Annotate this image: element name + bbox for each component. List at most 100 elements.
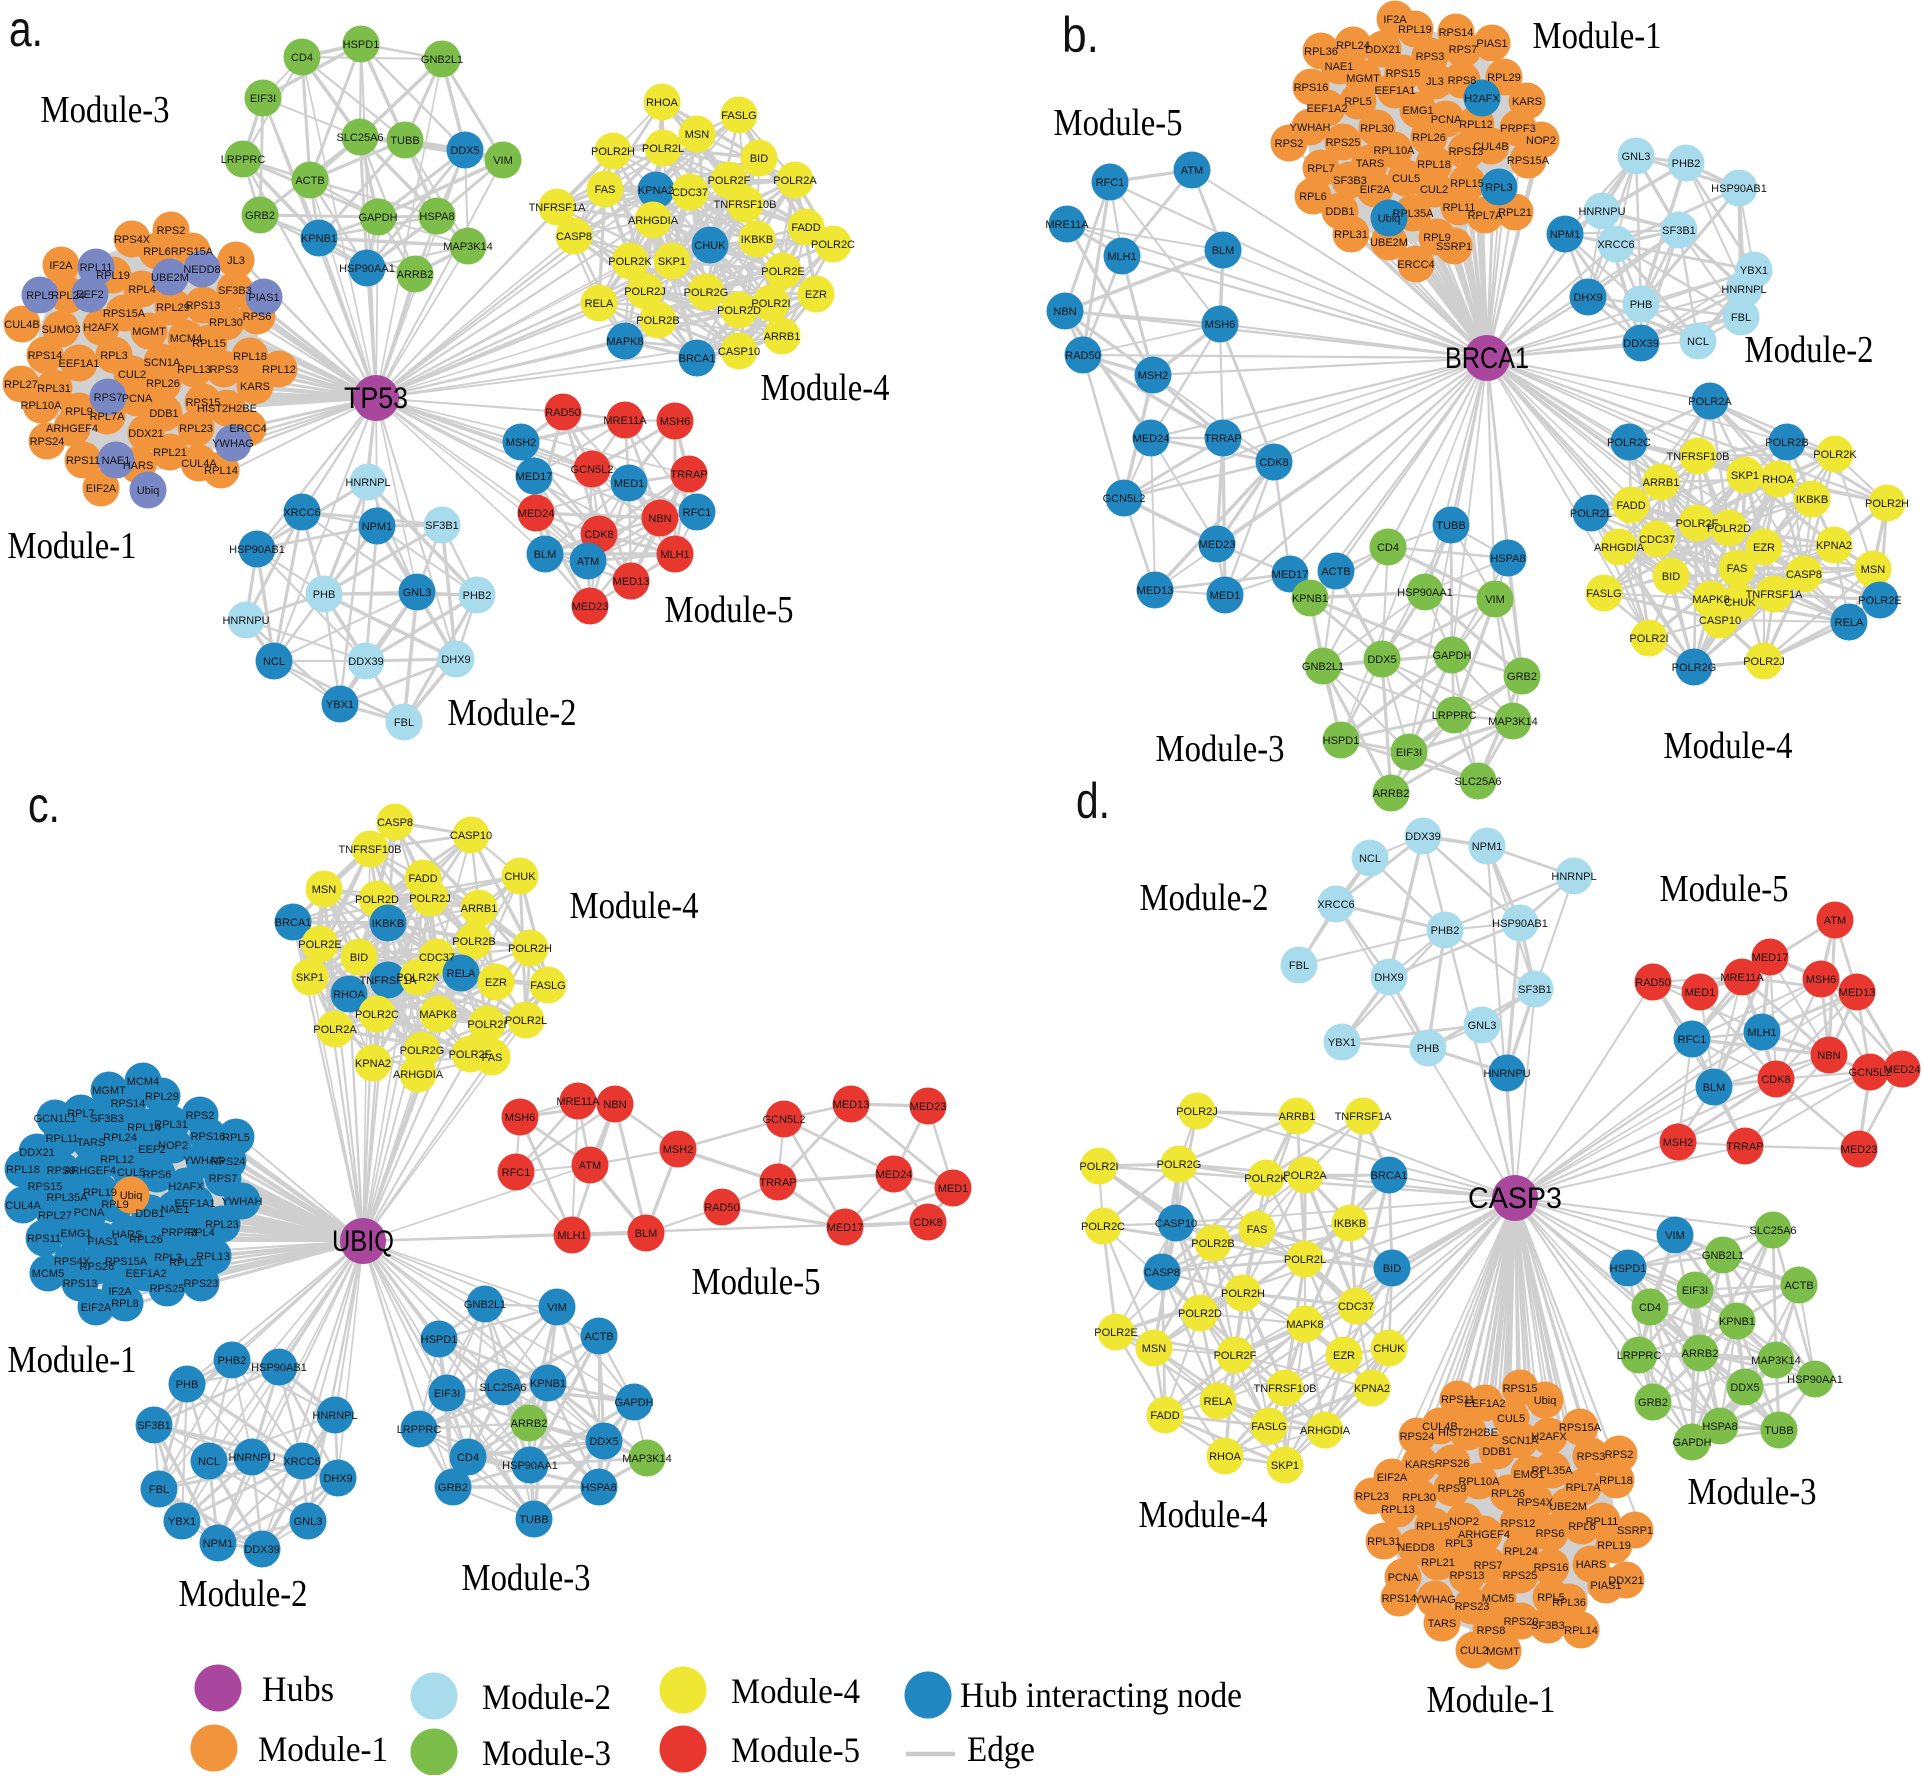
svg-text:RPL29: RPL29 — [156, 302, 190, 314]
svg-text:PHB: PHB — [1417, 1043, 1440, 1055]
svg-text:PHB2: PHB2 — [218, 1355, 247, 1367]
svg-text:TUBB: TUBB — [1764, 1425, 1793, 1437]
svg-text:TUBB: TUBB — [1436, 520, 1465, 532]
svg-text:HSPD1: HSPD1 — [1610, 1263, 1647, 1275]
svg-text:Module-1: Module-1 — [8, 1339, 137, 1381]
svg-text:GAPDH: GAPDH — [614, 1397, 653, 1409]
svg-text:MSH2: MSH2 — [663, 1144, 694, 1156]
svg-text:GNL3: GNL3 — [403, 587, 432, 599]
svg-text:RPS15A: RPS15A — [1559, 1422, 1602, 1434]
svg-text:YWHAH: YWHAH — [222, 1196, 263, 1208]
svg-text:DHX9: DHX9 — [1374, 972, 1403, 984]
svg-text:MSN: MSN — [685, 129, 710, 141]
svg-text:RPL24: RPL24 — [51, 290, 85, 302]
svg-text:ARRB1: ARRB1 — [1643, 477, 1680, 489]
svg-text:FASLG: FASLG — [1586, 588, 1621, 600]
svg-text:KPNA2: KPNA2 — [355, 1058, 391, 1070]
svg-text:RPS20: RPS20 — [1504, 1616, 1539, 1628]
svg-text:CDC37: CDC37 — [419, 952, 455, 964]
svg-text:POLR2K: POLR2K — [608, 256, 652, 268]
svg-text:BRCA1: BRCA1 — [1445, 342, 1529, 375]
svg-text:EEF1A2: EEF1A2 — [126, 1268, 167, 1280]
svg-text:RPS15: RPS15 — [28, 1181, 63, 1193]
svg-text:HNRNPU: HNRNPU — [1483, 1068, 1530, 1080]
svg-text:RPS15: RPS15 — [186, 397, 221, 409]
svg-text:MCM4: MCM4 — [170, 333, 202, 345]
svg-text:PRPF3: PRPF3 — [1500, 123, 1535, 135]
svg-text:ARRB2: ARRB2 — [1682, 1348, 1719, 1360]
svg-text:MCM5: MCM5 — [32, 1268, 64, 1280]
svg-text:TP53: TP53 — [344, 382, 408, 415]
svg-text:H2AFX: H2AFX — [168, 1181, 204, 1193]
svg-text:HIST2H2BE: HIST2H2BE — [1438, 1427, 1498, 1439]
svg-text:CDC37: CDC37 — [1338, 1301, 1374, 1313]
svg-text:SCN1A: SCN1A — [1502, 1435, 1539, 1447]
svg-text:NPM1: NPM1 — [1472, 841, 1503, 853]
svg-text:RPL24: RPL24 — [103, 1132, 137, 1144]
svg-text:MED17: MED17 — [1272, 569, 1309, 581]
svg-text:Module-2: Module-2 — [482, 1677, 611, 1717]
svg-text:MSN: MSN — [1861, 564, 1886, 576]
svg-text:Ubiq: Ubiq — [1534, 1395, 1557, 1407]
svg-text:ARRB2: ARRB2 — [397, 269, 434, 281]
svg-text:POLR2E: POLR2E — [1858, 595, 1901, 607]
svg-text:RPS4X: RPS4X — [114, 234, 151, 246]
svg-text:EZR: EZR — [805, 289, 827, 301]
svg-text:SLC25A6: SLC25A6 — [479, 1382, 526, 1394]
svg-text:RPL7A: RPL7A — [1468, 210, 1504, 222]
svg-text:HNRNPU: HNRNPU — [228, 1452, 275, 1464]
svg-text:MSH6: MSH6 — [1205, 319, 1236, 331]
svg-text:XRCC6: XRCC6 — [283, 1456, 320, 1468]
svg-text:CASP3: CASP3 — [1468, 1182, 1562, 1215]
svg-text:Module-3: Module-3 — [482, 1733, 611, 1773]
svg-text:RPS11: RPS11 — [1441, 1394, 1475, 1406]
svg-text:RPS23: RPS23 — [184, 1278, 219, 1290]
svg-text:DDB1: DDB1 — [1482, 1446, 1511, 1458]
svg-text:POLR2F: POLR2F — [1676, 518, 1719, 530]
svg-text:Module-3: Module-3 — [1156, 728, 1285, 770]
svg-text:KPNA2: KPNA2 — [638, 185, 674, 197]
svg-text:GCN1L1: GCN1L1 — [34, 1113, 77, 1125]
svg-text:CUL5: CUL5 — [117, 1167, 145, 1179]
svg-text:PIAS1: PIAS1 — [1476, 38, 1507, 50]
svg-text:MAP3K14: MAP3K14 — [622, 1453, 672, 1465]
svg-text:CASP8: CASP8 — [556, 231, 592, 243]
svg-text:RPL11: RPL11 — [46, 1133, 79, 1145]
svg-text:Module-5: Module-5 — [731, 1730, 860, 1770]
svg-text:RPL15: RPL15 — [1450, 178, 1484, 190]
svg-text:GNB2L1: GNB2L1 — [1302, 661, 1344, 673]
svg-text:EIF2A: EIF2A — [81, 1302, 112, 1314]
svg-text:NOP2: NOP2 — [1449, 1516, 1479, 1528]
svg-text:RPL4: RPL4 — [187, 1227, 215, 1239]
svg-text:EEF1A1: EEF1A1 — [59, 358, 100, 370]
svg-text:HSPD1: HSPD1 — [421, 1334, 458, 1346]
svg-text:BRCA1: BRCA1 — [1371, 1170, 1408, 1182]
svg-text:RPS9: RPS9 — [1438, 1483, 1467, 1495]
svg-text:Module-1: Module-1 — [258, 1729, 388, 1769]
svg-text:IF2A: IF2A — [49, 260, 73, 272]
svg-text:MED13: MED13 — [613, 576, 650, 588]
svg-text:POLR2J: POLR2J — [1743, 656, 1785, 668]
svg-text:ARRB2: ARRB2 — [511, 1418, 548, 1430]
svg-text:POLR2E: POLR2E — [1094, 1327, 1137, 1339]
svg-text:RPS2: RPS2 — [186, 1110, 215, 1122]
svg-text:a.: a. — [9, 1, 43, 57]
svg-text:EEF1A1: EEF1A1 — [1375, 85, 1416, 97]
svg-text:NAE1: NAE1 — [1325, 61, 1354, 73]
svg-text:TARS: TARS — [1356, 158, 1385, 170]
svg-text:EMG1: EMG1 — [1513, 1469, 1544, 1481]
svg-text:POLR2B: POLR2B — [452, 936, 495, 948]
svg-text:GRB2: GRB2 — [1638, 1397, 1668, 1409]
svg-text:CASP10: CASP10 — [1699, 615, 1741, 627]
svg-text:MED1: MED1 — [1210, 590, 1241, 602]
svg-text:GNL3: GNL3 — [1622, 151, 1651, 163]
svg-text:RPS9: RPS9 — [47, 1165, 76, 1177]
svg-text:RPL23: RPL23 — [179, 423, 213, 435]
svg-text:HNRNPL: HNRNPL — [1551, 871, 1596, 883]
svg-text:CDK8: CDK8 — [913, 1217, 942, 1229]
svg-text:RPS3: RPS3 — [1416, 51, 1445, 63]
svg-text:Module-2: Module-2 — [1745, 329, 1874, 371]
svg-text:RPL6: RPL6 — [1568, 1521, 1596, 1533]
svg-text:POLR2F: POLR2F — [449, 1049, 492, 1061]
svg-text:Edge: Edge — [967, 1729, 1035, 1769]
